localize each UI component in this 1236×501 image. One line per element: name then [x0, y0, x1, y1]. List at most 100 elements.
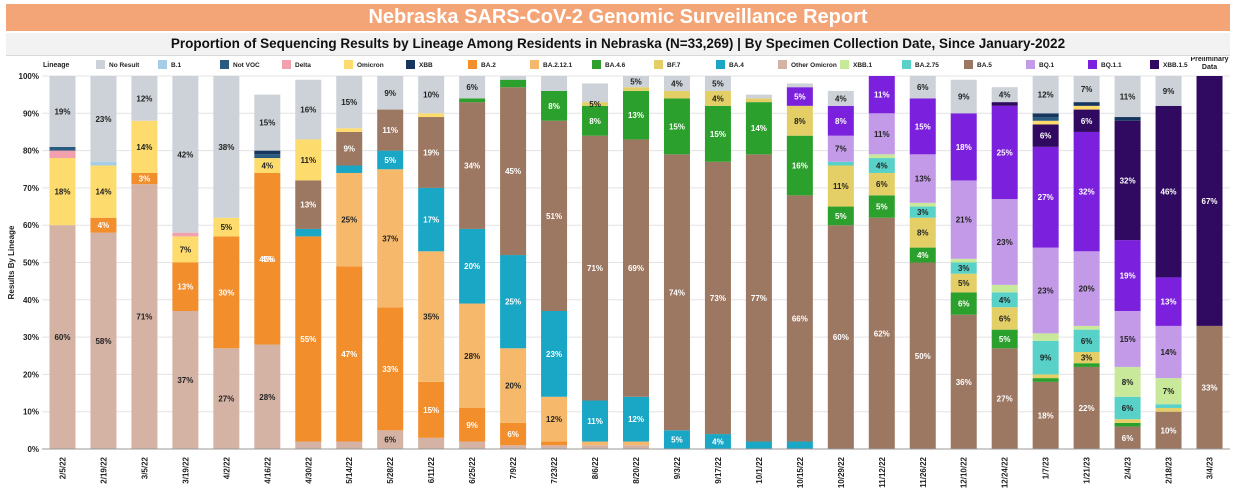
- bar-segment-ba-5: [418, 117, 445, 188]
- legend-label: BA.2.75: [915, 62, 939, 69]
- data-label-other-omicron: 27%: [218, 395, 234, 404]
- bar-segment-xbb-1-5: [991, 102, 1018, 106]
- data-label-ba-4: 11%: [587, 417, 603, 426]
- data-label-no-result: 11%: [1120, 93, 1136, 102]
- data-label-bq-1-1: 27%: [1038, 193, 1054, 202]
- bar-segment-no-result: [500, 76, 527, 80]
- bar-segment-bf-7: [623, 87, 649, 91]
- x-tick-label: 4/16/22: [263, 456, 272, 483]
- bar-segment-ba-2-12-1: [336, 172, 363, 267]
- x-tick-label: 9/3/22: [673, 456, 682, 479]
- bar-segment-ba-2-12-1: [623, 441, 649, 446]
- bar-segment-ba-2-75: [909, 206, 936, 218]
- data-label-no-result: 9%: [384, 89, 396, 98]
- bar-segment-bq-1-1: [1032, 146, 1059, 248]
- data-label-ba-2: 6%: [507, 430, 519, 439]
- data-label-bf-7: 8%: [794, 117, 806, 126]
- bar-segment-ba-5: [1073, 366, 1100, 449]
- data-label-other-omicron: 6%: [384, 436, 396, 445]
- bar-segment-ba-4-6: [623, 90, 649, 140]
- bar-segment-bq-1-1: [991, 105, 1018, 200]
- x-tick-label: 11/12/22: [878, 456, 887, 487]
- legend-item-bq-1-1: BQ.1.1: [1088, 60, 1122, 69]
- bar-segment-no-result: [663, 76, 690, 91]
- data-label-ba-4-6: 5%: [835, 212, 847, 221]
- bar-segment-xbb-1: [1155, 378, 1182, 405]
- x-tick-label: 7/23/22: [550, 456, 559, 483]
- bar-segment-ba-2: [213, 236, 240, 349]
- data-label-ba-5: 74%: [669, 288, 685, 297]
- legend-item-bq-1: BQ.1: [1026, 60, 1055, 69]
- bar-segment-no-result: [909, 76, 936, 99]
- bar-segment-xbb-1: [909, 202, 936, 207]
- y-tick-label: 10%: [23, 408, 39, 417]
- bar-segment-bf-7: [786, 105, 813, 136]
- bar-segment-no-result: [295, 79, 322, 140]
- legend-label: XBB.1.5: [1163, 62, 1188, 69]
- legend-swatch: [902, 60, 911, 69]
- data-label-ba-2: 15%: [423, 406, 439, 415]
- data-label-bq-1-1: 32%: [1079, 188, 1095, 197]
- bar-segment-bq-1: [1073, 251, 1100, 326]
- bar-segment-ba-2-12-1: [459, 303, 486, 408]
- data-label-ba-5: 50%: [915, 352, 931, 361]
- data-label-ba-4-6: 15%: [669, 122, 685, 131]
- bar-segment-bq-1: [1114, 310, 1141, 367]
- y-axis-title: Results By Lineage: [7, 225, 16, 299]
- data-label-ba-5: 36%: [956, 378, 972, 387]
- bar-segment-ba-2-12-1: [418, 251, 445, 382]
- data-label-ba-4-6: 13%: [628, 111, 644, 120]
- x-tick-label: 10/15/22: [796, 456, 805, 488]
- bar-segment-ba-2: [500, 422, 527, 446]
- bar-segment-omicron: [213, 217, 240, 237]
- bar-segment-ba-2: [254, 172, 281, 345]
- bar-segment-ba-2-12-1: [377, 169, 404, 308]
- bar-segment-ba-4: [786, 441, 813, 449]
- data-label-ba-2: 30%: [218, 288, 234, 297]
- x-tick-label: 1/21/23: [1083, 456, 1092, 483]
- bar-segment-bq-1-1: [1114, 240, 1141, 311]
- data-label-ba-5: 13%: [300, 201, 316, 210]
- y-tick-label: 40%: [23, 296, 39, 305]
- data-label-ba-2: 33%: [382, 365, 398, 374]
- bar-segment-xbb-1-5: [1032, 124, 1059, 147]
- legend-swatch: [344, 60, 353, 69]
- legend-item-no-result: No Result: [96, 60, 140, 69]
- bar-segment-ba-4: [663, 430, 690, 449]
- legend-item-ba-2-12-1: BA.2.12.1: [530, 60, 573, 69]
- bar-segment-no-result: [704, 76, 731, 91]
- x-tick-label: 7/9/22: [509, 456, 518, 479]
- x-tick-label: 3/4/23: [1206, 456, 1215, 479]
- bars: [49, 76, 1223, 450]
- bar-segment-ba-5: [336, 131, 363, 166]
- report-banner: Nebraska SARS-CoV-2 Genomic Surveillance…: [6, 4, 1230, 31]
- bar-segment-ba-5: [1155, 411, 1182, 449]
- bar-segment-bq-1: [950, 180, 977, 259]
- data-label-ba-5: 62%: [874, 329, 890, 338]
- legend-item-ba-4-6: BA.4.6: [592, 60, 626, 69]
- bar-segment-bf-7: [827, 165, 854, 207]
- data-label-no-result: 9%: [958, 93, 970, 102]
- data-label-ba-2-12-1: 25%: [341, 216, 357, 225]
- x-tick-label: 6/11/22: [427, 456, 436, 483]
- legend-item-omicron: Omicron: [344, 60, 384, 69]
- bar-segment-other-omicron: [90, 232, 117, 449]
- legend-label: XBB: [419, 62, 433, 69]
- x-tick-label: 12/10/22: [960, 456, 969, 488]
- data-label-bf-7: 3%: [1081, 354, 1093, 363]
- data-label-xbb-1-5: 6%: [1040, 132, 1052, 141]
- data-label-bq-1-1: 13%: [1161, 298, 1177, 307]
- data-label-other-omicron: 60%: [54, 333, 70, 342]
- data-label-no-result: 23%: [95, 115, 111, 124]
- x-tick-label: 8/20/22: [632, 456, 641, 483]
- bar-segment-xbb-1-5: [1073, 109, 1100, 132]
- data-label-omicron: 14%: [95, 188, 111, 197]
- data-label-no-result: 42%: [177, 150, 193, 159]
- bar-segment-ba-5: [541, 120, 568, 311]
- bar-segment-ba-2-75: [950, 262, 977, 274]
- bar-segment-ba-2: [377, 307, 404, 431]
- legend-swatch: [964, 60, 973, 69]
- legend-label: BA.4.6: [605, 62, 626, 69]
- bar-segment-other-omicron: [213, 348, 240, 449]
- data-label-ba-5: 11%: [382, 126, 398, 135]
